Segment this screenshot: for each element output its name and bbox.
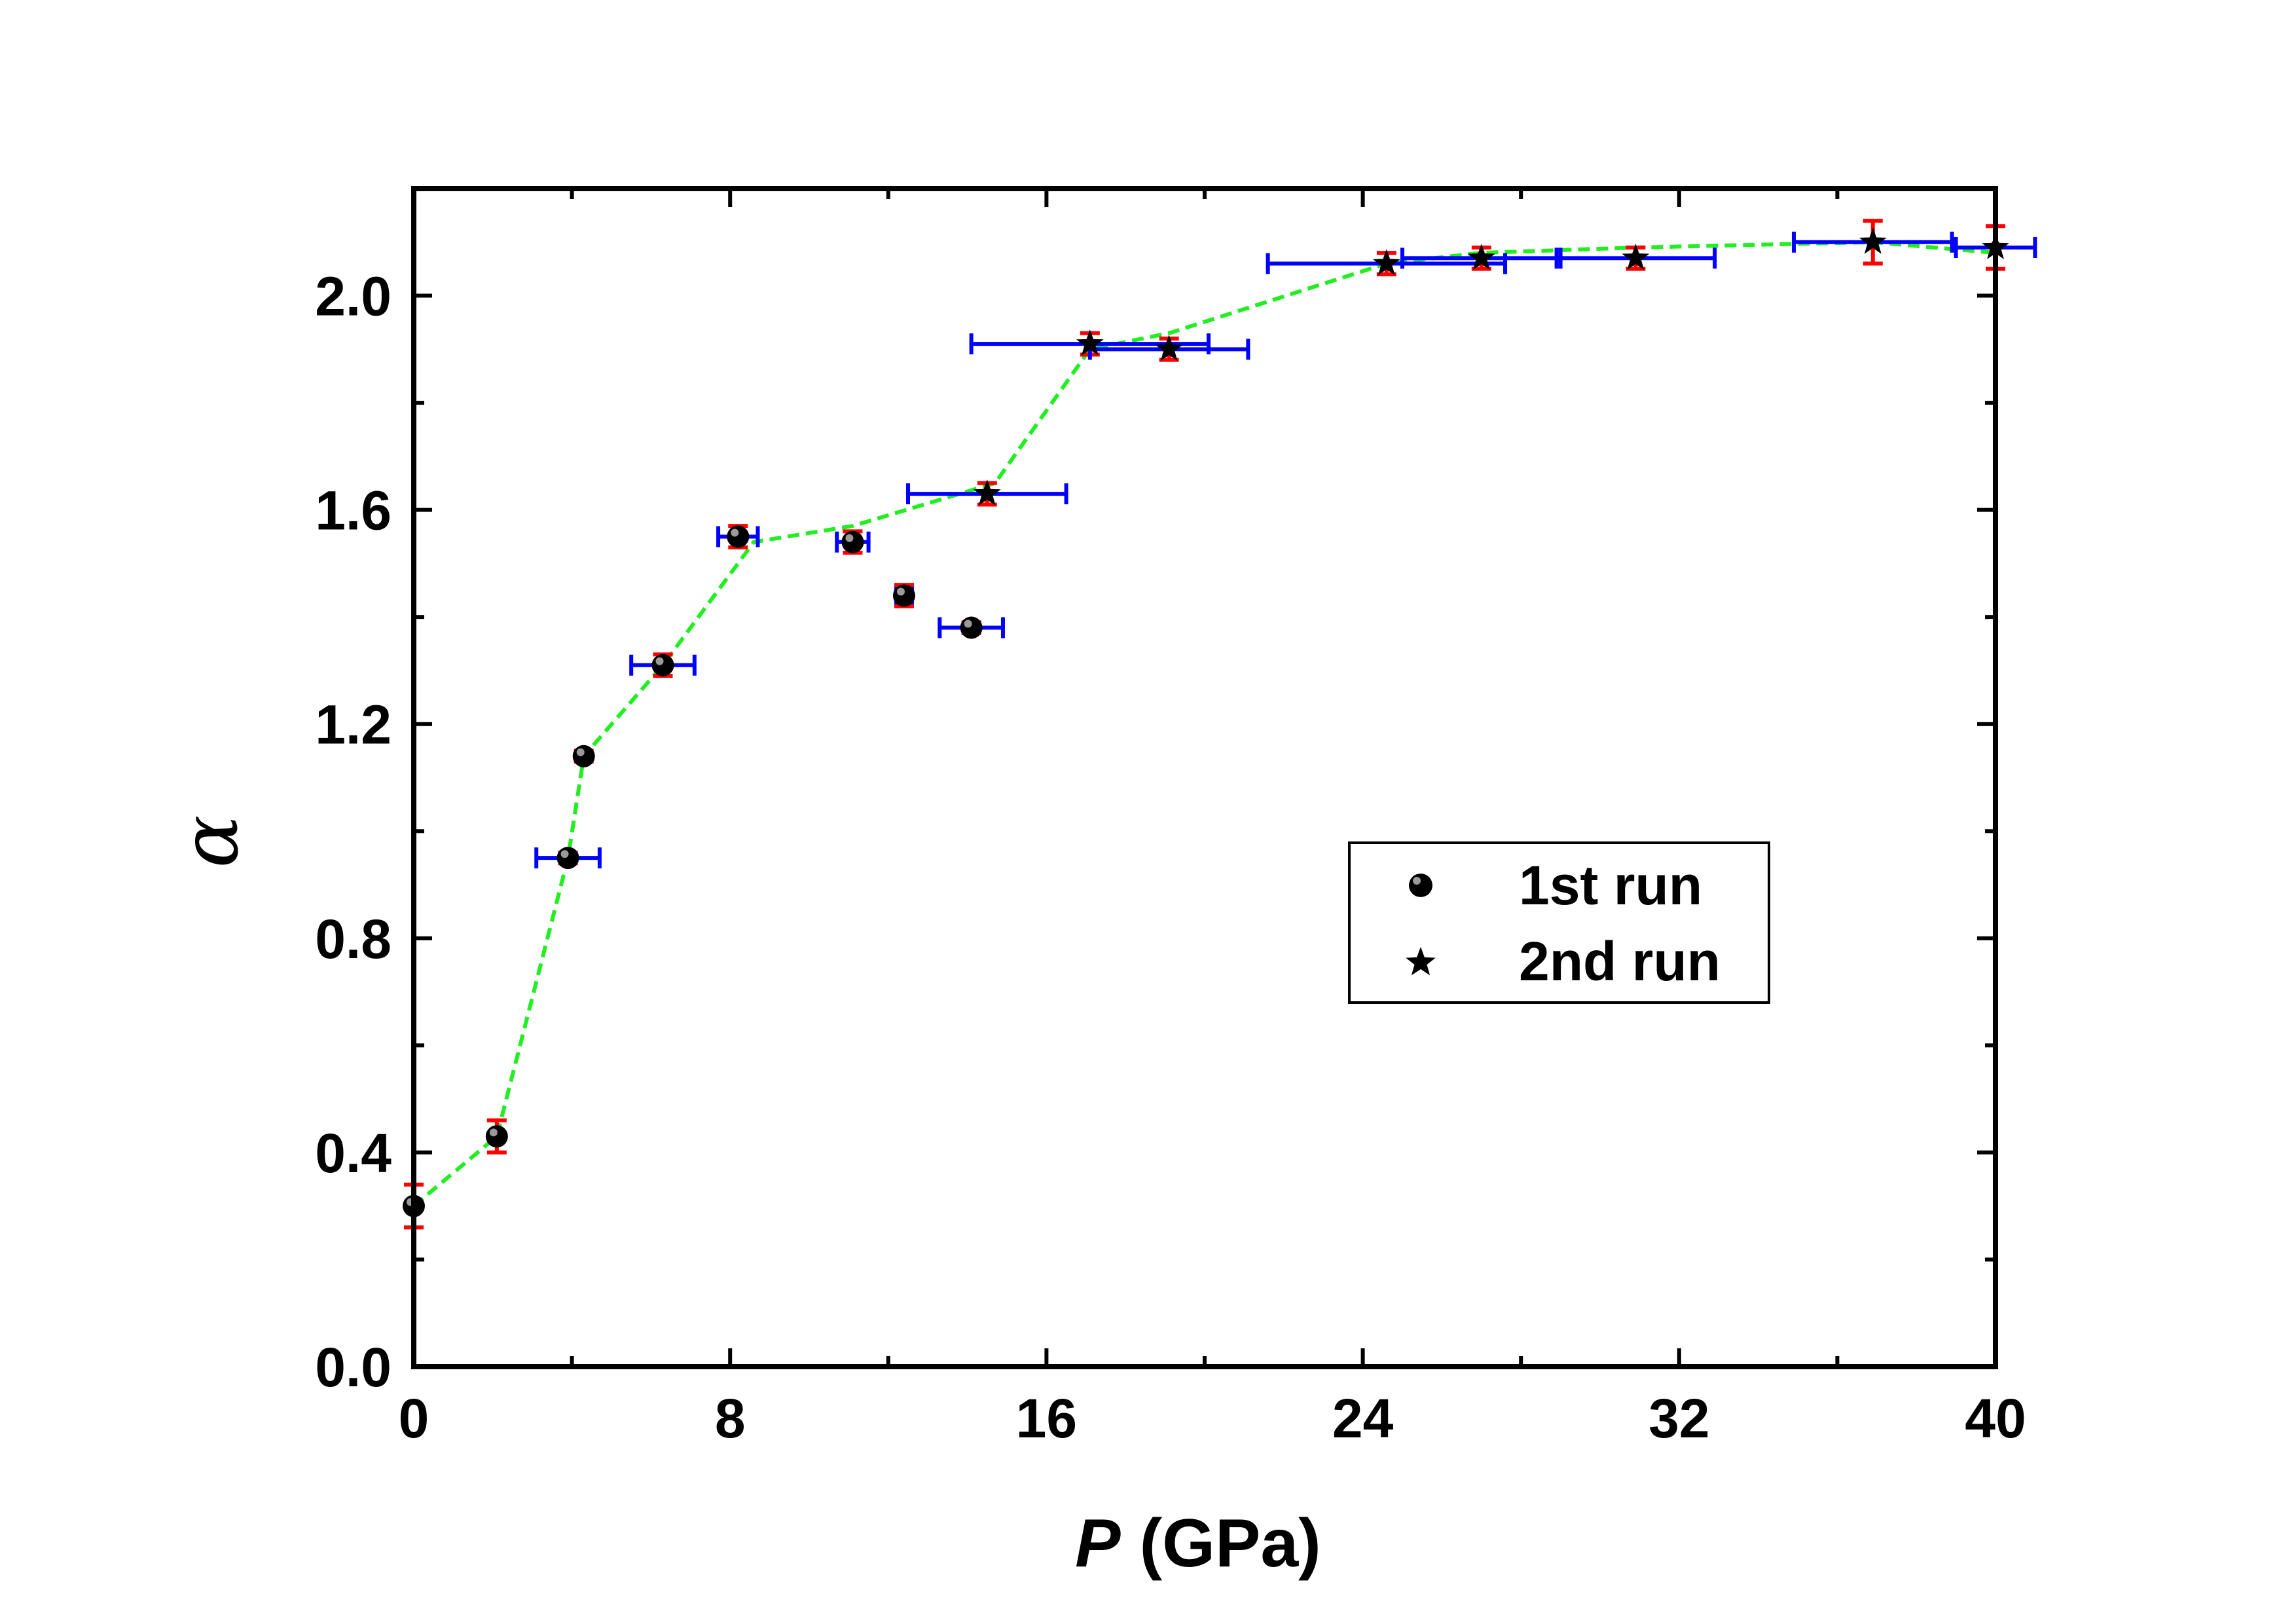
trend-line-layer	[412, 240, 1996, 1208]
data-point-1st-run	[485, 1125, 508, 1148]
legend-box	[1348, 841, 1770, 1004]
marker-layer	[403, 227, 2009, 1217]
data-point-highlight	[731, 528, 739, 537]
data-point-2nd-run	[1372, 249, 1400, 276]
x-tick-label: 40	[1965, 1388, 2026, 1449]
x-tick-label: 24	[1332, 1388, 1394, 1449]
y-tick-label: 0.0	[315, 1337, 392, 1398]
y-tick-label: 0.4	[315, 1122, 392, 1184]
x-axis-title: P (GPa)	[1075, 1505, 1321, 1581]
data-point-highlight	[896, 587, 905, 596]
data-point-1st-run	[960, 616, 983, 639]
legend-sphere-icon	[1409, 874, 1432, 897]
x-tick-label: 16	[1016, 1388, 1077, 1449]
y-tick-label: 0.8	[315, 908, 392, 970]
data-point-1st-run	[651, 654, 674, 676]
legend-label-2nd-run: 2nd run	[1519, 931, 1721, 992]
tick-layer: 0 8 16 24 32 40 0.0 0.4 0.8 1.2 1.6 2.0	[315, 189, 2026, 1449]
data-point-1st-run	[841, 530, 864, 553]
data-point-highlight	[489, 1128, 498, 1137]
data-point-1st-run	[727, 525, 750, 548]
data-point-2nd-run	[1076, 329, 1104, 356]
data-point-highlight	[655, 657, 664, 665]
data-point-2nd-run	[1859, 227, 1887, 254]
x-axis-unit: (GPa)	[1121, 1505, 1321, 1581]
x-tick-label: 0	[399, 1388, 429, 1449]
y-tick-label: 2.0	[315, 266, 392, 327]
data-point-2nd-run	[1622, 244, 1650, 270]
data-point-2nd-run	[973, 479, 1001, 506]
x-tick-label: 8	[715, 1388, 746, 1449]
y-axis-title: α	[165, 815, 256, 868]
trend-line	[412, 240, 1996, 1208]
legend-entry-2nd-run: 2nd run	[1406, 931, 1721, 992]
data-point-highlight	[845, 534, 854, 542]
data-point-1st-run	[892, 584, 915, 607]
data-point-highlight	[560, 850, 569, 858]
error-bar-layer	[404, 219, 2037, 1230]
legend-label-1st-run: 1st run	[1519, 855, 1702, 916]
data-point-1st-run	[556, 847, 579, 870]
data-point-highlight	[964, 619, 972, 628]
legend-sphere-highlight-icon	[1413, 877, 1421, 885]
data-point-1st-run	[572, 745, 595, 767]
y-tick-label: 1.2	[315, 694, 392, 756]
axes-frame	[411, 186, 1998, 1369]
y-tick-label: 1.6	[315, 480, 392, 542]
x-tick-label: 32	[1649, 1388, 1709, 1449]
plot-frame	[411, 186, 1998, 1369]
data-point-highlight	[576, 748, 585, 756]
legend-entry-1st-run: 1st run	[1409, 855, 1702, 916]
x-axis-symbol: P	[1075, 1505, 1121, 1581]
legend: 1st run 2nd run	[1348, 841, 1770, 1004]
data-point-2nd-run	[1467, 244, 1495, 270]
data-point-2nd-run	[1155, 335, 1183, 361]
legend-star-icon	[1406, 947, 1436, 976]
